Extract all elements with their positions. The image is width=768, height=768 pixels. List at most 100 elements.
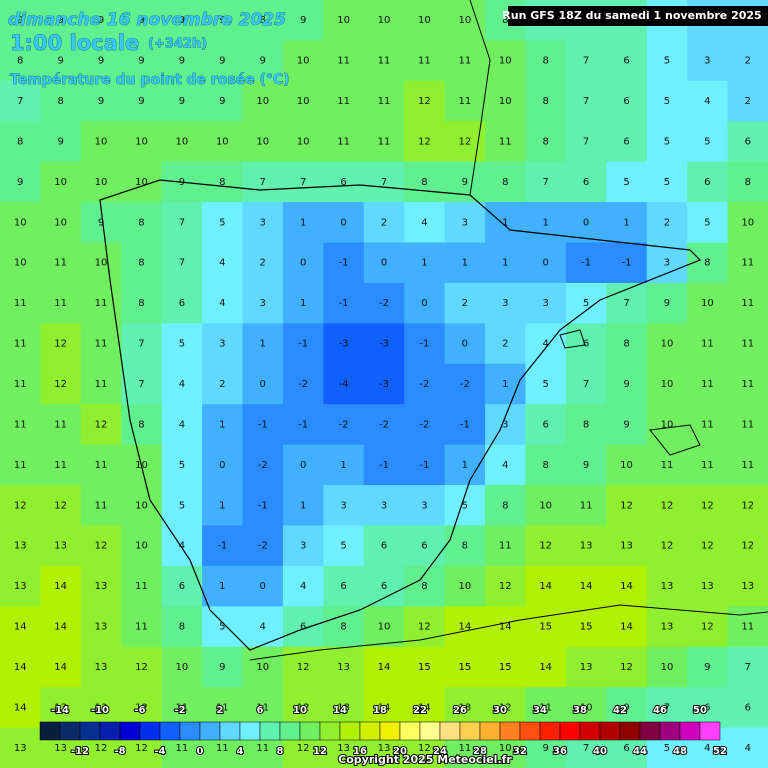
field-value: 8 <box>17 136 23 147</box>
field-cell <box>80 646 122 688</box>
field-cell <box>565 202 607 244</box>
field-value: 10 <box>135 177 148 188</box>
field-cell <box>323 40 365 82</box>
field-cell <box>40 161 82 203</box>
field-value: 5 <box>219 622 225 633</box>
field-value: 5 <box>664 743 670 754</box>
field-value: 11 <box>54 258 67 269</box>
field-value: 7 <box>583 96 589 107</box>
field-value: 8 <box>583 419 589 430</box>
field-value: -1 <box>339 298 349 309</box>
field-value: 7 <box>381 177 387 188</box>
colorbar-swatch <box>639 721 661 741</box>
field-cell <box>40 404 82 446</box>
field-cell <box>606 606 648 648</box>
colorbar-swatch <box>359 721 381 741</box>
field-value: 10 <box>378 15 391 26</box>
field-cell <box>565 565 607 607</box>
field-value: 10 <box>95 136 108 147</box>
field-value: 8 <box>138 419 144 430</box>
field-cell <box>80 565 122 607</box>
field-cell <box>80 161 122 203</box>
field-cell <box>282 525 324 567</box>
field-value: 7 <box>583 379 589 390</box>
field-cell <box>444 121 486 163</box>
field-value: 4 <box>704 96 710 107</box>
time: 1:00 locale <box>10 31 139 55</box>
field-cell <box>323 606 365 648</box>
field-cell <box>646 485 688 526</box>
field-value: 12 <box>741 500 754 511</box>
field-value: 14 <box>378 662 391 673</box>
field-cell <box>202 404 244 446</box>
colorbar-label: 14 <box>333 705 347 716</box>
field-value: -2 <box>460 379 470 390</box>
field-cell <box>687 161 729 203</box>
field-cell <box>0 727 41 768</box>
field-cell <box>282 606 324 648</box>
field-value: 11 <box>741 379 754 390</box>
field-cell <box>687 485 729 526</box>
field-cell <box>646 323 688 365</box>
field-value: 4 <box>179 419 185 430</box>
field-cell <box>161 687 203 729</box>
field-value: 5 <box>179 460 185 471</box>
field-value: 14 <box>620 622 633 633</box>
field-cell <box>202 121 244 163</box>
field-value: 0 <box>340 217 346 228</box>
field-cell <box>121 121 163 163</box>
field-cell <box>646 40 688 82</box>
field-value: 14 <box>620 581 633 592</box>
field-cell <box>565 525 607 567</box>
field-cell <box>202 565 244 607</box>
field-cell <box>323 485 365 526</box>
field-cell <box>404 525 446 567</box>
field-cell <box>404 202 446 244</box>
field-cell <box>323 363 365 405</box>
field-cell <box>161 80 203 122</box>
colorbar-label: 16 <box>353 746 367 757</box>
field-cell <box>485 282 526 324</box>
field-cell <box>444 0 486 41</box>
field-cell <box>646 80 688 122</box>
field-value: 11 <box>378 136 391 147</box>
colorbar-label: 24 <box>433 746 447 757</box>
field-value: 3 <box>542 298 548 309</box>
field-value: 10 <box>539 500 552 511</box>
field-cell <box>0 444 41 486</box>
field-cell <box>404 565 446 607</box>
field-value: 3 <box>421 500 427 511</box>
field-value: 3 <box>300 541 306 552</box>
field-value: 5 <box>462 500 468 511</box>
field-cell <box>727 80 768 122</box>
field-value: 10 <box>661 339 674 350</box>
field-value: 7 <box>583 743 589 754</box>
field-cell <box>727 363 768 405</box>
field-cell <box>0 202 41 244</box>
field-value: 11 <box>176 702 189 713</box>
field-cell <box>727 121 768 163</box>
field-cell <box>565 646 607 688</box>
field-value: 0 <box>300 460 306 471</box>
colorbar-swatch <box>599 721 621 741</box>
field-cell <box>565 161 607 203</box>
field-cell <box>363 0 405 41</box>
field-value: 9 <box>17 177 23 188</box>
field-value: 12 <box>661 500 674 511</box>
field-value: 10 <box>337 15 350 26</box>
field-value: 10 <box>297 96 310 107</box>
field-cell <box>485 40 526 82</box>
field-value: 10 <box>135 136 148 147</box>
field-cell <box>363 485 405 526</box>
field-cell <box>485 485 526 526</box>
colorbar-label: -12 <box>71 746 89 757</box>
field-cell <box>606 646 648 688</box>
field-value: 11 <box>14 460 27 471</box>
field-value: 8 <box>138 298 144 309</box>
field-cell <box>444 646 486 688</box>
colorbar-swatch <box>99 721 121 741</box>
field-value: 15 <box>458 662 471 673</box>
field-value: 0 <box>260 581 266 592</box>
field-value: 11 <box>741 460 754 471</box>
field-value: 15 <box>580 622 593 633</box>
